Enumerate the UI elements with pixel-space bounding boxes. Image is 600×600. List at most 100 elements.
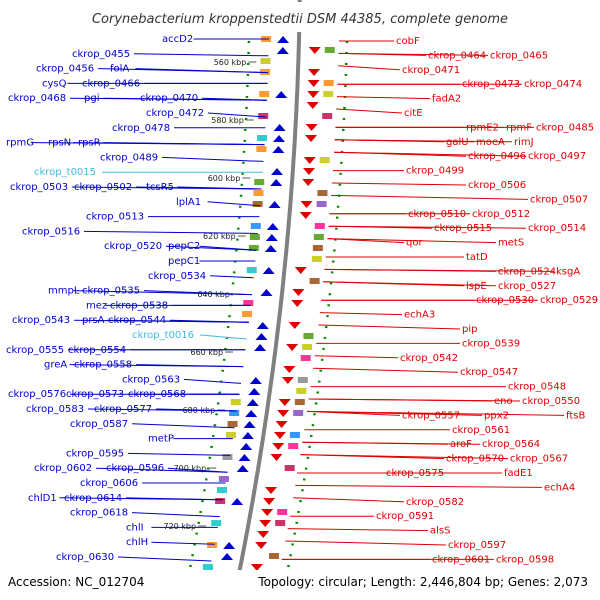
left-leader-line bbox=[207, 201, 261, 207]
left-gene-label: metP bbox=[148, 434, 174, 445]
left-strand-arrow bbox=[223, 542, 236, 549]
right-gene-label: qor bbox=[406, 238, 423, 249]
right-strand-arrow bbox=[292, 289, 305, 296]
left-gene-label: ckrop_0596 bbox=[106, 463, 164, 474]
right-leader-line bbox=[331, 194, 529, 200]
left-gene-label: ckrop_0534 bbox=[148, 271, 206, 282]
right-feature-block bbox=[309, 278, 320, 284]
left-leader-line bbox=[151, 541, 215, 545]
left-gene-label: pepC2 bbox=[168, 241, 200, 252]
right-feature-block bbox=[289, 432, 300, 438]
left-strand-arrow bbox=[243, 421, 256, 428]
right-strand-arrow bbox=[307, 91, 320, 98]
right-feature-block bbox=[303, 333, 314, 339]
right-feature-block bbox=[275, 520, 286, 526]
right-gene-label: cobF bbox=[396, 36, 420, 47]
right-strand-arrow bbox=[288, 322, 301, 329]
left-leader-line bbox=[199, 245, 257, 251]
right-strand-arrow bbox=[302, 168, 315, 175]
left-feature-block bbox=[248, 245, 259, 251]
left-feature-block bbox=[260, 58, 271, 64]
left-gene-label: ckrop_0618 bbox=[70, 508, 128, 519]
right-gene-label: alsS bbox=[430, 526, 450, 537]
left-leader-line bbox=[135, 68, 268, 74]
left-gene-label: ckrop_0602 bbox=[34, 463, 92, 474]
right-gene-label: ppx2 bbox=[484, 410, 509, 421]
right-strand-arrow bbox=[306, 102, 319, 109]
right-strand-arrow bbox=[302, 179, 315, 186]
left-gene-label: rpsR bbox=[78, 138, 101, 149]
left-gene-label: ckrop_0513 bbox=[86, 212, 144, 223]
left-gene-label: chlI bbox=[126, 522, 144, 533]
right-gene-label: aroF bbox=[450, 439, 472, 450]
right-leader-line bbox=[306, 410, 565, 416]
right-strand-arrow bbox=[307, 80, 320, 87]
right-feature-block bbox=[269, 553, 280, 559]
right-feature-block bbox=[322, 113, 333, 119]
right-gene-label: tatD bbox=[466, 252, 488, 263]
right-gene-label: ckrop_0561 bbox=[452, 425, 510, 436]
feature-layer bbox=[202, 36, 335, 571]
left-feature-block bbox=[215, 498, 226, 504]
left-feature-block bbox=[217, 487, 228, 493]
left-gene-label: ckrop_0606 bbox=[80, 478, 138, 489]
left-strand-arrow bbox=[273, 124, 286, 131]
left-strand-arrow bbox=[240, 443, 253, 450]
left-gene-label: ckrop_0544 bbox=[108, 315, 166, 326]
right-leader-line bbox=[336, 108, 403, 114]
right-strand-arrow bbox=[291, 300, 304, 307]
left-strand-arrow bbox=[255, 333, 268, 340]
right-gene-label: echA4 bbox=[544, 482, 575, 493]
left-strand-arrow bbox=[236, 465, 249, 472]
left-strand-arrow bbox=[275, 91, 288, 98]
right-feature-block bbox=[323, 91, 334, 97]
right-feature-block bbox=[288, 443, 299, 449]
right-strand-arrow bbox=[305, 135, 318, 142]
right-feature-block bbox=[324, 47, 335, 53]
left-labels: accD2 ckrop_0455 ckrop_0456 folA cysQ ckrop_0… bbox=[6, 34, 269, 563]
right-gene-label: ckrop_0464 bbox=[428, 50, 486, 61]
right-strand-arrow bbox=[294, 267, 307, 274]
left-gene-label: ckrop_0563 bbox=[122, 374, 180, 385]
left-gene-label: ckrop_0503 bbox=[10, 182, 68, 193]
right-gene-label: ckrop_0471 bbox=[402, 65, 460, 76]
left-strand-arrow bbox=[262, 267, 275, 274]
right-leader-line bbox=[328, 225, 527, 229]
right-strand-arrow bbox=[281, 377, 294, 384]
left-feature-block bbox=[243, 300, 254, 306]
left-feature-block bbox=[229, 410, 240, 416]
right-gene-label: citE bbox=[404, 108, 423, 119]
left-gene-label: cysQ bbox=[42, 78, 67, 89]
right-leader-line bbox=[338, 65, 401, 71]
left-gene-label: ckrop_0614 bbox=[64, 493, 122, 504]
right-strand-arrow bbox=[250, 564, 263, 571]
right-gene-label: eno bbox=[494, 396, 513, 407]
left-gene-label: ckrop_0456 bbox=[36, 64, 94, 75]
right-gene-label: ckrop_0539 bbox=[462, 338, 520, 349]
left-gene-label: prsA bbox=[82, 315, 105, 326]
left-gene-label: ckrop_0595 bbox=[66, 448, 124, 459]
right-feature-block bbox=[316, 201, 327, 207]
left-gene-label: ckrop_0583 bbox=[26, 404, 84, 415]
right-strand-arrow bbox=[270, 454, 283, 461]
right-gene-label: pip bbox=[462, 324, 477, 335]
right-gene-label: ckrop_0591 bbox=[376, 511, 434, 522]
left-feature-block bbox=[250, 223, 261, 229]
right-gene-label: ckrop_0570 bbox=[446, 454, 504, 465]
left-leader-line bbox=[161, 156, 264, 162]
right-strand-arrow bbox=[263, 498, 276, 505]
left-gene-label: ckrop_0555 bbox=[6, 345, 64, 356]
right-gene-label: ckrop_0547 bbox=[460, 367, 518, 378]
left-leader-line bbox=[103, 142, 265, 146]
left-leader-line bbox=[125, 497, 223, 501]
right-gene-label: ckrop_0542 bbox=[400, 353, 458, 364]
left-leader-line bbox=[209, 275, 254, 279]
tick-label: 660 kbp bbox=[190, 348, 223, 357]
left-gene-label: ckrop_0573 bbox=[66, 389, 124, 400]
left-strand-arrow bbox=[221, 553, 234, 560]
right-strand-arrow bbox=[277, 410, 290, 417]
right-feature-block bbox=[312, 245, 323, 251]
right-leader-line bbox=[327, 238, 497, 244]
left-feature-block bbox=[225, 432, 236, 438]
right-gene-label: ckrop_0557 bbox=[402, 410, 460, 421]
